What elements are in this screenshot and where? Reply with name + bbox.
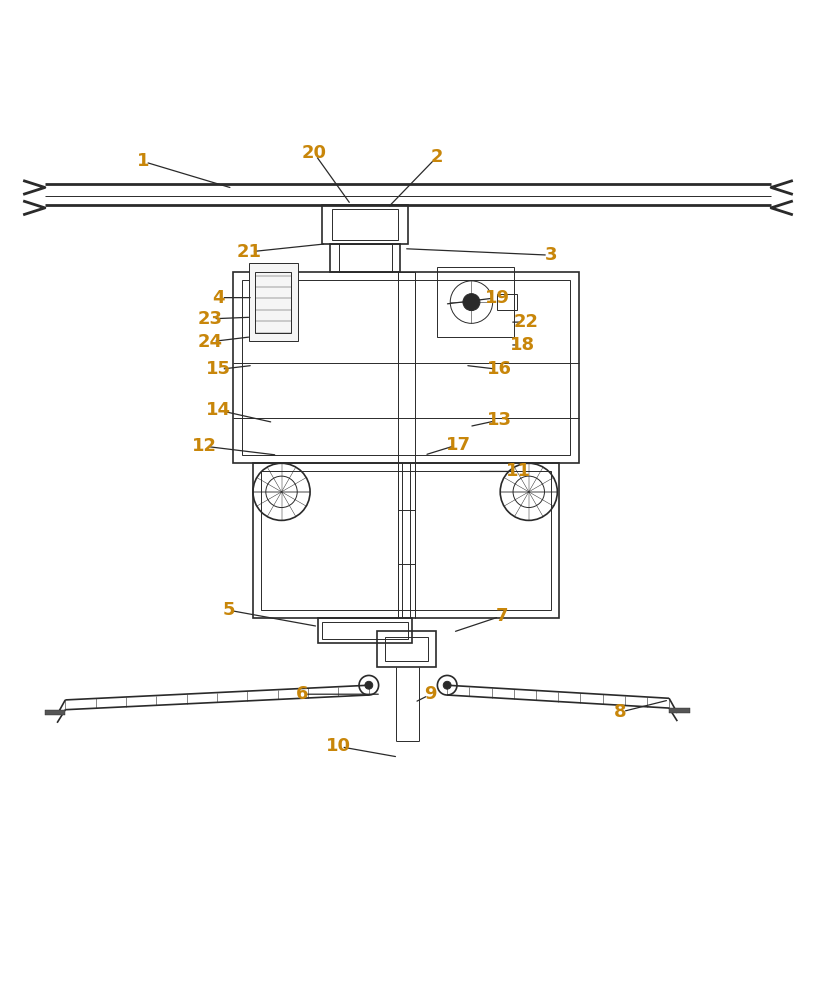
Bar — [318, 618, 412, 643]
Text: 15: 15 — [206, 360, 231, 378]
Text: 13: 13 — [487, 411, 512, 429]
Text: 16: 16 — [487, 360, 512, 378]
Text: 18: 18 — [510, 336, 534, 354]
Text: 23: 23 — [198, 310, 223, 328]
Text: 19: 19 — [486, 289, 510, 307]
Bar — [249, 263, 298, 341]
Circle shape — [443, 681, 451, 689]
Bar — [437, 267, 514, 337]
Text: 11: 11 — [506, 462, 530, 480]
Text: 24: 24 — [198, 333, 223, 351]
Bar — [253, 463, 559, 618]
Text: 5: 5 — [222, 601, 235, 619]
Text: 4: 4 — [212, 289, 225, 307]
Bar — [332, 209, 398, 240]
Text: 14: 14 — [206, 401, 231, 419]
Text: 21: 21 — [237, 243, 261, 261]
Text: 17: 17 — [446, 436, 471, 454]
Bar — [330, 244, 400, 272]
Text: 2: 2 — [430, 148, 443, 166]
Bar — [233, 272, 579, 463]
Text: 6: 6 — [295, 685, 308, 703]
Bar — [385, 637, 428, 661]
Circle shape — [463, 294, 480, 311]
Text: 3: 3 — [544, 246, 557, 264]
Bar — [45, 710, 65, 715]
Bar — [261, 471, 551, 610]
Text: 8: 8 — [614, 703, 627, 721]
Bar — [377, 631, 436, 667]
Text: 1: 1 — [136, 152, 149, 170]
Circle shape — [365, 681, 373, 689]
Bar — [497, 294, 517, 310]
Bar — [339, 244, 392, 272]
Bar — [322, 622, 408, 639]
Text: 9: 9 — [424, 685, 437, 703]
Bar — [669, 708, 690, 713]
Text: 22: 22 — [514, 313, 539, 331]
Text: 7: 7 — [495, 607, 508, 625]
Text: 20: 20 — [302, 144, 326, 162]
Bar — [255, 272, 291, 333]
Text: 12: 12 — [192, 437, 216, 455]
Bar — [322, 205, 408, 244]
Text: 10: 10 — [326, 737, 351, 755]
Bar — [242, 280, 570, 455]
